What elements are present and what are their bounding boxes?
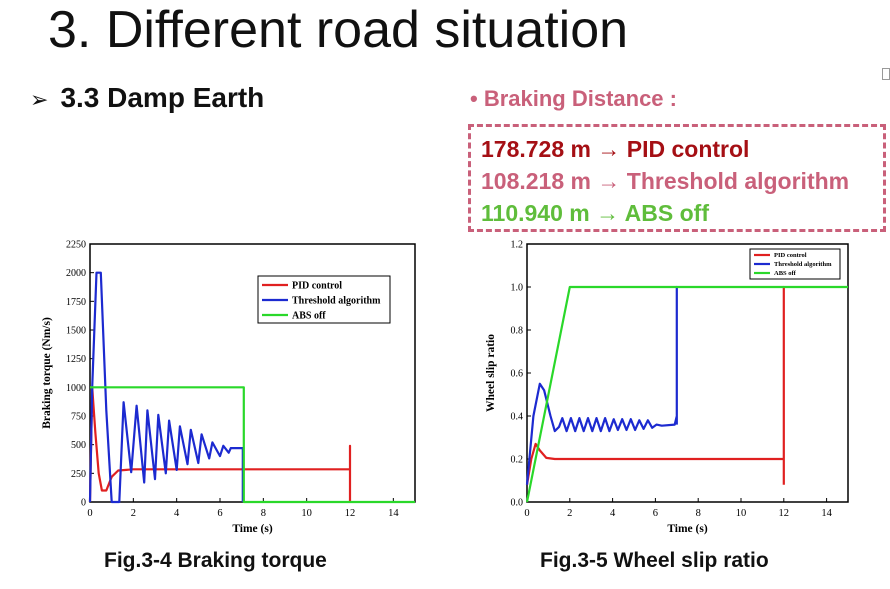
y-axis-label: Braking torque (Nm/s) [41, 317, 53, 429]
x-tick-label: 2 [131, 508, 136, 519]
series-line-1 [525, 285, 678, 485]
x-tick-label: 0 [524, 508, 529, 519]
x-tick-label: 14 [388, 508, 399, 519]
x-tick-label: 0 [87, 508, 92, 519]
y-tick-label: 250 [71, 469, 86, 480]
corner-icon [882, 68, 890, 80]
legend-label: PID control [774, 252, 807, 259]
x-tick-label: 12 [779, 508, 790, 519]
braking-line-pid: 178.728 m → PID control [481, 133, 883, 165]
y-tick-label: 1500 [66, 326, 86, 337]
legend-label: Threshold algorithm [774, 261, 832, 268]
x-axis-label: Time (s) [232, 523, 273, 535]
x-tick-label: 12 [345, 508, 356, 519]
braking-value: 108.218 m [481, 168, 591, 194]
slide-title: 3. Different road situation [48, 1, 629, 59]
x-tick-label: 2 [567, 508, 572, 519]
braking-line-threshold: 108.218 m → Threshold algorithm [481, 165, 883, 197]
x-axis-label: Time (s) [667, 523, 708, 535]
legend-label: Threshold algorithm [292, 295, 381, 306]
arrow-bullet-icon: ➢ [30, 87, 49, 112]
x-tick-label: 4 [174, 508, 180, 519]
series-line-1 [88, 271, 244, 504]
y-tick-label: 2000 [66, 268, 86, 279]
figure-caption-slip: Fig.3-5 Wheel slip ratio [540, 549, 769, 572]
y-tick-label: 0.4 [511, 412, 524, 423]
y-tick-label: 1000 [66, 383, 86, 394]
x-tick-label: 6 [217, 508, 222, 519]
series-line-2 [90, 386, 415, 504]
arrow-icon: → [596, 200, 620, 226]
legend-label: ABS off [292, 310, 326, 321]
y-tick-label: 0.2 [511, 455, 524, 466]
legend-label: PID control [292, 280, 342, 291]
y-tick-label: 1250 [66, 354, 86, 365]
x-tick-label: 8 [696, 508, 701, 519]
braking-label: Threshold algorithm [626, 168, 850, 194]
y-tick-label: 2250 [66, 240, 86, 251]
y-tick-label: 0 [81, 498, 86, 509]
series-line-0 [525, 285, 785, 485]
x-tick-label: 10 [301, 508, 312, 519]
y-tick-label: 0.6 [511, 369, 524, 380]
x-tick-label: 6 [653, 508, 658, 519]
y-tick-label: 0.0 [511, 498, 524, 509]
braking-line-abs-off: 110.940 m → ABS off [481, 197, 883, 229]
y-axis-label: Wheel slip ratio [485, 334, 497, 412]
x-tick-label: 14 [821, 508, 832, 519]
braking-torque-chart: 0 250 500 750 1000 1250 1500 1750 2000 2250 0 2 4 6 8 1… [41, 240, 416, 535]
arrow-icon: → [597, 168, 621, 194]
braking-distance-title: • Braking Distance : [470, 86, 677, 111]
y-tick-label: 1.2 [511, 240, 524, 251]
y-tick-label: 1750 [66, 297, 86, 308]
wheel-slip-chart: 0.0 0.2 0.4 0.6 0.8 1.0 1.2 0 2 4 6 8 10 12 14 Time (s)… [485, 240, 849, 535]
arrow-icon: → [597, 136, 621, 162]
braking-value: 178.728 m [481, 136, 591, 162]
braking-value: 110.940 m [481, 200, 590, 226]
x-tick-label: 10 [736, 508, 747, 519]
series-line-0 [88, 386, 352, 503]
y-tick-label: 0.8 [511, 326, 524, 337]
braking-distance-box: 178.728 m → PID control 108.218 m → Thre… [468, 124, 886, 232]
x-tick-label: 8 [261, 508, 266, 519]
plot-frame [526, 243, 849, 503]
braking-label: ABS off [624, 200, 709, 226]
figure-caption-torque: Fig.3-4 Braking torque [104, 549, 327, 572]
legend-label: ABS off [774, 270, 797, 277]
braking-label: PID control [626, 136, 750, 162]
series-line-2 [525, 285, 848, 503]
section-heading: ➢ 3.3 Damp Earth [30, 82, 264, 114]
y-tick-label: 1.0 [511, 283, 524, 294]
x-tick-label: 4 [610, 508, 616, 519]
section-heading-text: 3.3 Damp Earth [60, 82, 265, 113]
y-tick-label: 750 [71, 412, 86, 423]
y-tick-label: 500 [71, 440, 86, 451]
